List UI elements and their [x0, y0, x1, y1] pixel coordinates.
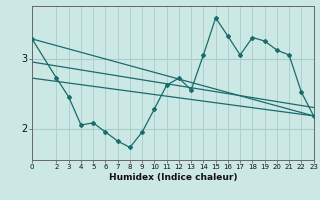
X-axis label: Humidex (Indice chaleur): Humidex (Indice chaleur) [108, 173, 237, 182]
